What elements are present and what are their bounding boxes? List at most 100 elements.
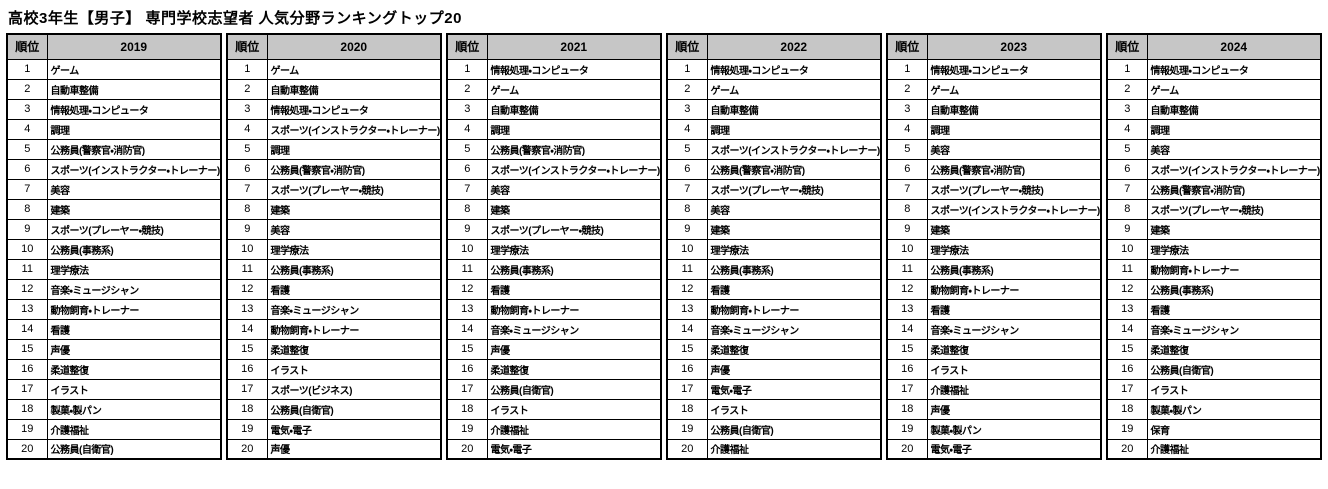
field-label: 声優 bbox=[266, 438, 442, 460]
rank-value: 8 bbox=[886, 198, 928, 220]
rank-value: 14 bbox=[1106, 318, 1148, 340]
table-row: 4 調理 bbox=[886, 118, 1102, 140]
rank-value: 9 bbox=[226, 218, 268, 240]
table-row: 2 ゲーム bbox=[666, 78, 882, 100]
rank-value: 7 bbox=[1106, 178, 1148, 200]
field-label: スポーツ(インストラクター・トレーナー) bbox=[1146, 158, 1322, 180]
rank-value: 11 bbox=[6, 258, 48, 280]
field-label: 看護 bbox=[486, 278, 662, 300]
table-row: 15 柔道整復 bbox=[886, 338, 1102, 360]
rank-value: 16 bbox=[6, 358, 48, 380]
field-label: 製菓・製パン bbox=[1146, 398, 1322, 420]
table-row: 7 スポーツ(プレーヤー・競技) bbox=[666, 178, 882, 200]
field-label: 理学療法 bbox=[706, 238, 882, 260]
field-label: 情報処理・コンピュータ bbox=[46, 98, 222, 120]
table-row: 1 情報処理・コンピュータ bbox=[886, 58, 1102, 80]
field-label: スポーツ(インストラクター・トレーナー) bbox=[266, 118, 442, 140]
table-row: 20 電気・電子 bbox=[886, 438, 1102, 460]
field-label: イラスト bbox=[486, 398, 662, 420]
rank-value: 3 bbox=[886, 98, 928, 120]
table-row: 15 声優 bbox=[6, 338, 222, 360]
table-row: 14 動物飼育・トレーナー bbox=[226, 318, 442, 340]
table-row: 7 スポーツ(プレーヤー・競技) bbox=[226, 178, 442, 200]
field-label: 理学療法 bbox=[1146, 238, 1322, 260]
table-row: 14 音楽・ミュージシャン bbox=[666, 318, 882, 340]
rank-value: 1 bbox=[1106, 58, 1148, 80]
field-label: 建築 bbox=[926, 218, 1102, 240]
rank-value: 8 bbox=[446, 198, 488, 220]
field-label: イラスト bbox=[706, 398, 882, 420]
year-table-2023: 順位 2023 1 情報処理・コンピュータ 2 ゲーム 3 自動車整備 4 調理 5 美容 6 公務員(警… bbox=[886, 33, 1102, 460]
table-row: 9 建築 bbox=[886, 218, 1102, 240]
rank-value: 15 bbox=[1106, 338, 1148, 360]
table-row: 8 建築 bbox=[226, 198, 442, 220]
field-label: 動物飼育・トレーナー bbox=[266, 318, 442, 340]
field-label: 自動車整備 bbox=[46, 78, 222, 100]
field-label: 公務員(警察官・消防官) bbox=[486, 138, 662, 160]
rank-value: 14 bbox=[666, 318, 708, 340]
field-label: 調理 bbox=[486, 118, 662, 140]
field-label: 理学療法 bbox=[486, 238, 662, 260]
year-column-header: 2023 bbox=[926, 33, 1102, 60]
field-label: スポーツ(プレーヤー・競技) bbox=[1146, 198, 1322, 220]
rank-value: 14 bbox=[886, 318, 928, 340]
table-row: 17 公務員(自衛官) bbox=[446, 378, 662, 400]
field-label: 公務員(自衛官) bbox=[1146, 358, 1322, 380]
table-row: 4 調理 bbox=[666, 118, 882, 140]
rank-value: 2 bbox=[446, 78, 488, 100]
year-table-2020: 順位 2020 1 ゲーム 2 自動車整備 3 情報処理・コンピュータ 4 スポーツ(インストラク… bbox=[226, 33, 442, 460]
rank-value: 5 bbox=[886, 138, 928, 160]
field-label: 動物飼育・トレーナー bbox=[486, 298, 662, 320]
rank-value: 19 bbox=[446, 418, 488, 440]
field-label: 自動車整備 bbox=[706, 98, 882, 120]
rank-value: 13 bbox=[226, 298, 268, 320]
table-row: 3 自動車整備 bbox=[446, 98, 662, 120]
rank-value: 20 bbox=[446, 438, 488, 460]
table-row: 16 公務員(自衛官) bbox=[1106, 358, 1322, 380]
table-row: 7 スポーツ(プレーヤー・競技) bbox=[886, 178, 1102, 200]
rank-value: 11 bbox=[1106, 258, 1148, 280]
table-row: 10 理学療法 bbox=[1106, 238, 1322, 260]
rank-value: 8 bbox=[1106, 198, 1148, 220]
year-column-header: 2024 bbox=[1146, 33, 1322, 60]
table-row: 11 動物飼育・トレーナー bbox=[1106, 258, 1322, 280]
table-row: 20 電気・電子 bbox=[446, 438, 662, 460]
table-row: 17 スポーツ(ビジネス) bbox=[226, 378, 442, 400]
table-row: 5 公務員(警察官・消防官) bbox=[446, 138, 662, 160]
rank-value: 9 bbox=[886, 218, 928, 240]
rank-column-header: 順位 bbox=[1106, 33, 1148, 60]
year-table-2024: 順位 2024 1 情報処理・コンピュータ 2 ゲーム 3 自動車整備 4 調理 5 美容 6 スポーツ(… bbox=[1106, 33, 1322, 460]
field-label: スポーツ(インストラクター・トレーナー) bbox=[706, 138, 882, 160]
rank-value: 1 bbox=[446, 58, 488, 80]
table-row: 8 建築 bbox=[446, 198, 662, 220]
table-row: 17 電気・電子 bbox=[666, 378, 882, 400]
rank-value: 7 bbox=[446, 178, 488, 200]
table-row: 15 柔道整復 bbox=[1106, 338, 1322, 360]
table-row: 1 情報処理・コンピュータ bbox=[666, 58, 882, 80]
rank-value: 20 bbox=[886, 438, 928, 460]
rank-value: 19 bbox=[666, 418, 708, 440]
table-row: 6 公務員(警察官・消防官) bbox=[226, 158, 442, 180]
table-row: 3 自動車整備 bbox=[886, 98, 1102, 120]
rank-value: 14 bbox=[446, 318, 488, 340]
table-row: 16 イラスト bbox=[226, 358, 442, 380]
table-row: 20 介護福祉 bbox=[666, 438, 882, 460]
rank-value: 11 bbox=[886, 258, 928, 280]
rank-value: 15 bbox=[6, 338, 48, 360]
field-label: 情報処理・コンピュータ bbox=[266, 98, 442, 120]
rank-value: 20 bbox=[226, 438, 268, 460]
rank-value: 14 bbox=[226, 318, 268, 340]
field-label: 声優 bbox=[706, 358, 882, 380]
table-row: 3 自動車整備 bbox=[666, 98, 882, 120]
field-label: 理学療法 bbox=[266, 238, 442, 260]
table-row: 14 看護 bbox=[6, 318, 222, 340]
field-label: 電気・電子 bbox=[926, 438, 1102, 460]
table-row: 12 看護 bbox=[446, 278, 662, 300]
field-label: 建築 bbox=[486, 198, 662, 220]
table-row: 20 公務員(自衛官) bbox=[6, 438, 222, 460]
rank-column-header: 順位 bbox=[446, 33, 488, 60]
table-row: 8 スポーツ(インストラクター・トレーナー) bbox=[886, 198, 1102, 220]
field-label: イラスト bbox=[266, 358, 442, 380]
field-label: 介護福祉 bbox=[486, 418, 662, 440]
rank-column-header: 順位 bbox=[226, 33, 268, 60]
